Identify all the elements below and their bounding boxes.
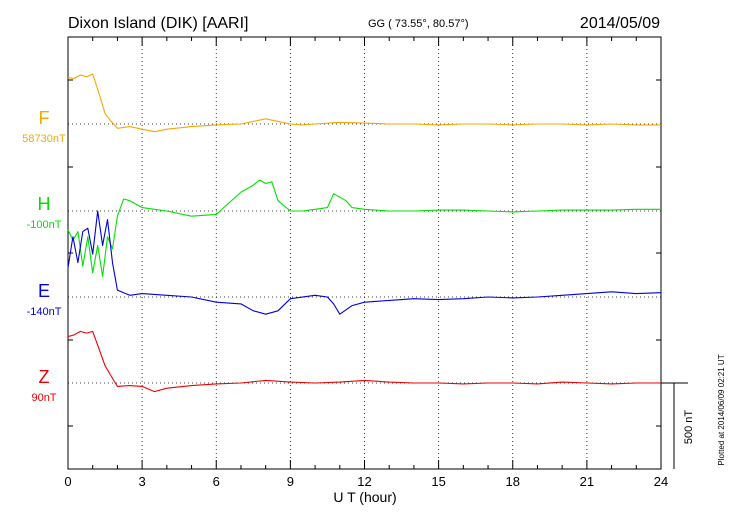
component-baseline-f: 58730nT bbox=[22, 133, 66, 145]
x-tick-label: 3 bbox=[139, 474, 146, 489]
component-labels: F 58730nT H -100nT E -140nT Z 90nT bbox=[22, 108, 66, 404]
component-baseline-e: -140nT bbox=[27, 306, 62, 318]
component-baseline-z: 90nT bbox=[31, 392, 56, 404]
series-line-z bbox=[67, 330, 661, 393]
axis-ticks: 0 3 6 9 12 15 18 21 24 bbox=[64, 37, 668, 489]
series-line-h bbox=[67, 179, 661, 277]
x-tick-label: 12 bbox=[357, 474, 371, 489]
grid-lines bbox=[68, 37, 661, 469]
component-baseline-h: -100nT bbox=[27, 219, 62, 231]
scale-bar: 500 nT bbox=[661, 382, 695, 469]
component-label-z: Z bbox=[39, 367, 50, 387]
x-tick-label: 18 bbox=[506, 474, 520, 489]
plot-date: 2014/05/09 bbox=[580, 15, 660, 32]
series-line-e bbox=[67, 210, 662, 315]
component-label-e: E bbox=[38, 281, 50, 301]
x-tick-label: 21 bbox=[580, 474, 594, 489]
x-tick-label: 6 bbox=[213, 474, 220, 489]
component-label-f: F bbox=[39, 108, 50, 128]
station-title: Dixon Island (DIK) [AARI] bbox=[68, 15, 249, 32]
series-line-f bbox=[67, 73, 661, 133]
x-tick-label: 15 bbox=[431, 474, 445, 489]
plotted-at-note: Plotted at 2014/06/09 02:21 UT bbox=[717, 354, 726, 465]
x-tick-label: 0 bbox=[64, 474, 71, 489]
x-tick-label: 9 bbox=[287, 474, 294, 489]
component-label-h: H bbox=[38, 194, 51, 214]
x-axis-label: U T (hour) bbox=[333, 489, 396, 505]
scale-bar-label: 500 nT bbox=[683, 410, 695, 445]
station-coordinates: GG ( 73.55°, 80.57°) bbox=[368, 18, 469, 30]
series-lines bbox=[67, 73, 662, 393]
x-tick-label: 24 bbox=[654, 474, 668, 489]
